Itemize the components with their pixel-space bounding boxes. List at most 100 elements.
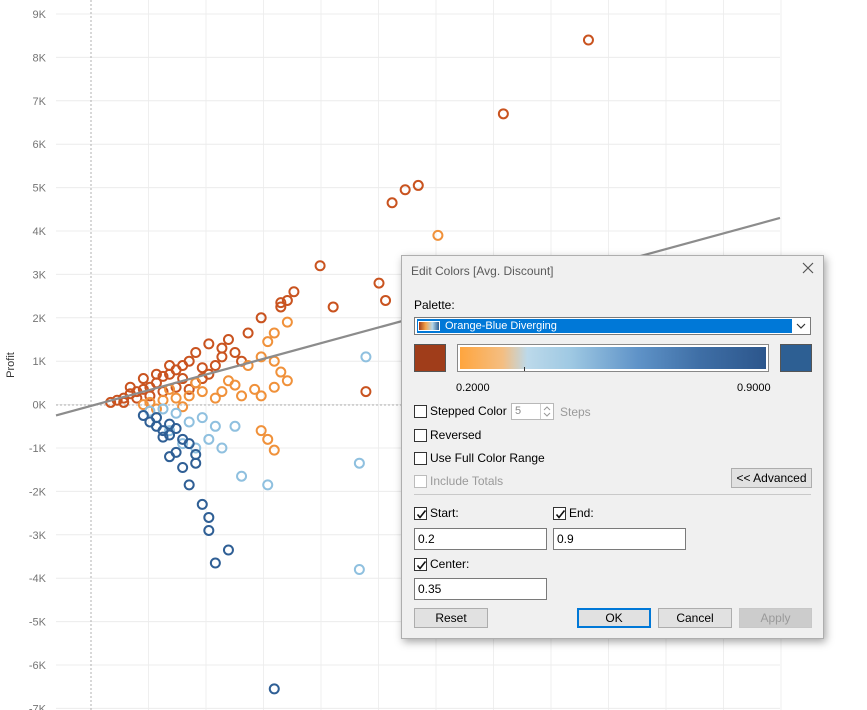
y-tick-label: -1K bbox=[29, 443, 47, 455]
start-checkbox[interactable] bbox=[414, 507, 427, 520]
data-point bbox=[314, 260, 326, 272]
data-point bbox=[360, 386, 372, 398]
center-marker bbox=[524, 367, 525, 371]
data-point bbox=[164, 360, 176, 372]
data-point bbox=[190, 457, 202, 469]
steps-stepper[interactable]: 5 bbox=[511, 403, 554, 420]
data-point bbox=[432, 229, 444, 241]
ok-button[interactable]: OK bbox=[577, 608, 651, 628]
data-point bbox=[137, 399, 149, 411]
data-point bbox=[249, 383, 261, 395]
edit-colors-dialog: Edit Colors [Avg. Discount] Palette: Ora… bbox=[401, 255, 824, 639]
data-point bbox=[203, 511, 215, 523]
data-point bbox=[255, 425, 267, 437]
ramp-min-label: 0.2000 bbox=[456, 382, 490, 394]
palette-selected-value: Orange-Blue Diverging bbox=[417, 319, 792, 333]
y-tick-label: -7K bbox=[29, 703, 47, 710]
end-color-swatch[interactable] bbox=[780, 344, 812, 372]
chevron-down-icon bbox=[796, 323, 806, 329]
data-point bbox=[150, 412, 162, 424]
data-point bbox=[288, 286, 300, 298]
reversed-label: Reversed bbox=[430, 428, 482, 442]
stepped-color-checkbox[interactable] bbox=[414, 405, 427, 418]
data-point bbox=[183, 416, 195, 428]
start-color-swatch[interactable] bbox=[414, 344, 446, 372]
center-input[interactable]: 0.35 bbox=[414, 578, 547, 600]
palette-swatch-icon bbox=[418, 321, 440, 331]
y-tick-label: -5K bbox=[29, 617, 47, 629]
separator bbox=[414, 494, 811, 495]
data-point bbox=[124, 381, 136, 393]
data-point bbox=[137, 409, 149, 421]
reversed-checkbox[interactable] bbox=[414, 429, 427, 442]
y-tick-label: -6K bbox=[29, 660, 47, 672]
end-checkbox[interactable] bbox=[553, 507, 566, 520]
include-totals-checkbox[interactable] bbox=[414, 475, 427, 488]
data-point bbox=[183, 383, 195, 395]
check-icon bbox=[555, 510, 566, 519]
data-point bbox=[177, 462, 189, 474]
data-point bbox=[157, 431, 169, 443]
spin-arrows-icon bbox=[543, 406, 551, 417]
y-tick-label: 0K bbox=[33, 400, 47, 412]
data-point bbox=[281, 294, 293, 306]
ramp-max-label: 0.9000 bbox=[737, 382, 771, 394]
cancel-button[interactable]: Cancel bbox=[658, 608, 732, 628]
advanced-button[interactable]: << Advanced bbox=[731, 468, 812, 488]
data-point bbox=[268, 327, 280, 339]
data-point bbox=[216, 342, 228, 354]
data-point bbox=[209, 392, 221, 404]
steps-spin-buttons[interactable] bbox=[540, 404, 553, 419]
close-icon[interactable] bbox=[801, 261, 815, 275]
full-color-range-checkbox[interactable] bbox=[414, 452, 427, 465]
color-ramp[interactable] bbox=[457, 344, 769, 372]
reset-button[interactable]: Reset bbox=[414, 608, 488, 628]
data-point bbox=[177, 438, 189, 450]
data-point bbox=[177, 433, 189, 445]
data-point bbox=[262, 479, 274, 491]
data-point bbox=[203, 338, 215, 350]
data-point bbox=[255, 312, 267, 324]
apply-button[interactable]: Apply bbox=[739, 608, 812, 628]
y-tick-label: 2K bbox=[33, 313, 47, 325]
y-tick-label: 4K bbox=[33, 226, 47, 238]
data-point bbox=[229, 420, 241, 432]
data-point bbox=[216, 442, 228, 454]
data-point bbox=[177, 401, 189, 413]
data-point bbox=[222, 375, 234, 387]
data-point bbox=[150, 368, 162, 380]
data-point bbox=[236, 390, 248, 402]
start-input[interactable]: 0.2 bbox=[414, 528, 547, 550]
steps-value: 5 bbox=[515, 405, 522, 417]
y-tick-label: 5K bbox=[33, 183, 47, 195]
data-point bbox=[157, 403, 169, 415]
data-point bbox=[380, 294, 392, 306]
stepped-color-label: Stepped Color bbox=[430, 404, 507, 418]
y-tick-label: 8K bbox=[33, 52, 47, 64]
palette-select[interactable]: Orange-Blue Diverging bbox=[414, 317, 811, 335]
data-point bbox=[242, 327, 254, 339]
data-point bbox=[360, 351, 372, 363]
data-point bbox=[164, 451, 176, 463]
data-point bbox=[157, 370, 169, 382]
data-point bbox=[183, 479, 195, 491]
color-ramp-gradient bbox=[460, 347, 766, 369]
data-point bbox=[196, 498, 208, 510]
data-point bbox=[144, 390, 156, 402]
data-point bbox=[203, 433, 215, 445]
end-label: End: bbox=[569, 506, 594, 520]
data-point bbox=[209, 420, 221, 432]
data-point bbox=[203, 524, 215, 536]
data-point bbox=[222, 334, 234, 345]
data-point bbox=[229, 347, 241, 359]
palette-label: Palette: bbox=[414, 298, 455, 312]
steps-label: Steps bbox=[560, 405, 591, 419]
end-input[interactable]: 0.9 bbox=[553, 528, 686, 550]
data-point bbox=[209, 360, 221, 372]
data-point bbox=[262, 433, 274, 445]
center-checkbox[interactable] bbox=[414, 558, 427, 571]
data-point bbox=[497, 108, 509, 120]
data-point bbox=[327, 301, 339, 313]
data-point bbox=[582, 34, 594, 46]
data-point bbox=[373, 277, 385, 289]
